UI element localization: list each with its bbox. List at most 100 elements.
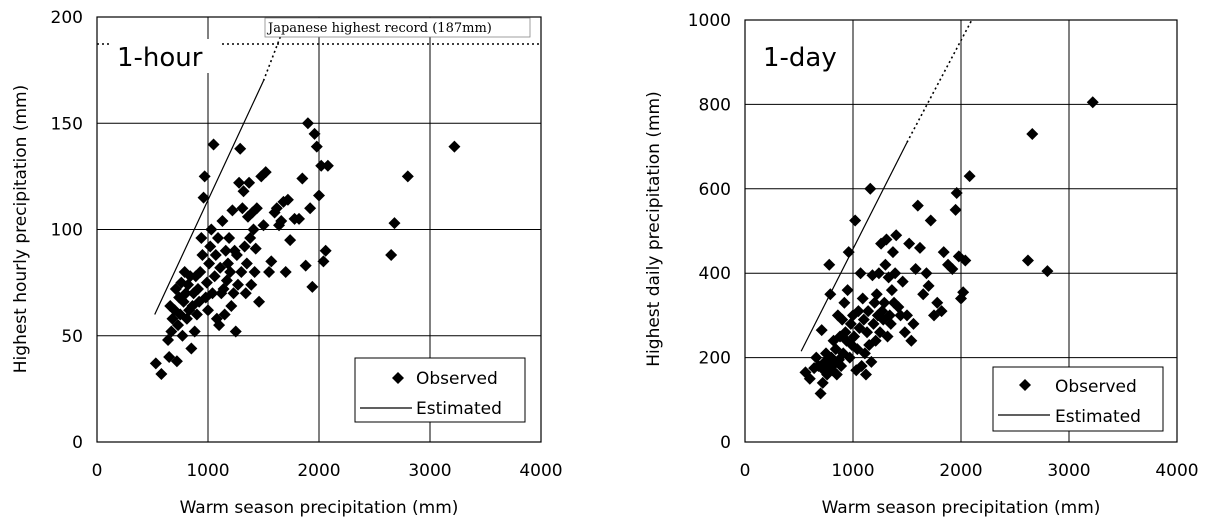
daily-y-axis-label: Highest daily precipitation (mm) — [644, 91, 664, 366]
hourly-observed-point — [209, 249, 222, 261]
daily-observed-point — [830, 368, 843, 381]
daily-observed-point — [838, 296, 851, 309]
hourly-x-axis-label: Warm season precipitation (mm) — [180, 498, 459, 518]
hourly-x-tick-label: 2000 — [297, 461, 340, 481]
daily-observed-point — [1026, 127, 1039, 140]
daily-observed-point — [924, 214, 937, 227]
hourly-observed-point — [149, 357, 162, 370]
daily-observed-point — [883, 309, 896, 322]
hourly-y-ticks: 0 50 100 150 200 — [51, 8, 83, 453]
daily-x-tick-label: 1000 — [831, 461, 874, 481]
hourly-observed-point — [182, 278, 195, 291]
daily-observed-point — [878, 296, 891, 309]
hourly-observed-point — [308, 127, 321, 140]
hourly-observed-point — [205, 223, 218, 236]
daily-panel-tag: 1-day — [763, 43, 837, 73]
hourly-observed-point — [281, 193, 294, 206]
hourly-observed-point — [165, 325, 178, 338]
daily-observed-point — [856, 292, 869, 305]
daily-observed-point — [864, 182, 877, 195]
daily-observed-point — [869, 334, 882, 347]
daily-observed-point — [844, 317, 857, 330]
daily-y-ticks: 0 200 400 600 800 1000 — [688, 11, 731, 453]
hourly-panel-tag: 1-hour — [117, 43, 203, 73]
daily-observed-point — [879, 258, 892, 271]
hourly-observed-point — [226, 204, 239, 217]
hourly-x-tick-label: 0 — [92, 461, 103, 481]
hourly-observed-point — [197, 191, 210, 204]
daily-estimated-extension-line — [906, 19, 973, 143]
hourly-observed-point — [448, 140, 461, 153]
daily-observed-point — [889, 267, 902, 280]
daily-observed-point — [931, 296, 944, 309]
daily-observed-point — [898, 326, 911, 339]
hourly-observed-point — [250, 202, 263, 215]
daily-observed-point — [841, 284, 854, 297]
daily-y-tick-label: 200 — [699, 349, 731, 369]
hourly-observed-point — [177, 295, 190, 308]
hourly-observed-point — [180, 312, 193, 325]
hourly-x-tick-label: 3000 — [408, 461, 451, 481]
hourly-observed-point — [223, 232, 236, 244]
hourly-x-tick-label: 1000 — [186, 461, 229, 481]
daily-observed-point — [963, 170, 976, 183]
hourly-observed-point — [231, 278, 244, 291]
hourly-observed-point — [163, 351, 176, 363]
daily-observed-point — [920, 267, 933, 280]
daily-observed-point — [917, 288, 930, 301]
hourly-observed-point — [208, 270, 221, 283]
hourly-observed-point — [270, 202, 283, 215]
hourly-observed-point — [296, 172, 309, 185]
hourly-legend-observed-label: Observed — [416, 369, 498, 389]
daily-legend-box — [992, 366, 1164, 432]
hourly-observed-point — [236, 202, 249, 215]
hourly-observed-point — [321, 159, 334, 172]
hourly-observed-point — [313, 189, 325, 202]
hourly-observed-point — [200, 276, 213, 289]
daily-observed-point — [803, 372, 816, 385]
daily-observed-point — [959, 254, 972, 267]
daily-y-tick-label: 600 — [699, 180, 731, 200]
hourly-observed-point — [233, 176, 246, 189]
daily-y-tick-label: 400 — [699, 264, 731, 284]
hourly-observed-point — [238, 240, 251, 253]
hourly-observed-point — [319, 244, 332, 257]
hourly-observed-point — [385, 249, 398, 261]
daily-observed-point — [868, 296, 881, 309]
hourly-observed-point — [213, 319, 226, 332]
hourly-observed-point — [301, 117, 314, 130]
daily-observed-point — [886, 246, 899, 259]
hourly-observed-point — [299, 259, 312, 272]
hourly-observed-point — [401, 170, 414, 183]
daily-observed-point — [872, 267, 885, 280]
hourly-observed-point — [176, 329, 189, 342]
daily-observed-point — [903, 237, 916, 250]
daily-x-tick-label: 2000 — [939, 461, 982, 481]
hourly-observed-point — [263, 266, 276, 278]
daily-observed-point — [922, 279, 935, 292]
hourly-observed-point — [194, 266, 207, 278]
hourly-observed-point — [224, 266, 237, 278]
daily-observed-point — [839, 326, 852, 339]
daily-x-tick-label: 0 — [740, 461, 751, 481]
hourly-record-label: Japanese highest record (187mm) — [266, 21, 492, 36]
daily-observed-point — [884, 317, 897, 330]
hourly-observed-point — [192, 283, 205, 295]
daily-observed-point — [815, 324, 828, 337]
hourly-observed-point — [219, 244, 232, 257]
daily-legend-diamond-marker — [1019, 379, 1031, 391]
daily-observed-point — [949, 203, 962, 216]
hourly-y-tick-label: 150 — [51, 114, 83, 134]
hourly-observed-point — [253, 295, 266, 308]
hourly-observed-point — [306, 280, 319, 293]
daily-observed-point — [901, 309, 913, 322]
daily-observed-point — [870, 288, 883, 301]
hourly-observed-point — [317, 255, 330, 268]
daily-x-tick-label: 3000 — [1047, 461, 1090, 481]
daily-observed-point — [859, 368, 872, 381]
hourly-legend-estimated-label: Estimated — [416, 399, 502, 419]
hourly-observed-point — [234, 142, 247, 155]
hourly-observed-point — [218, 308, 231, 321]
hourly-observed-point — [195, 232, 208, 244]
